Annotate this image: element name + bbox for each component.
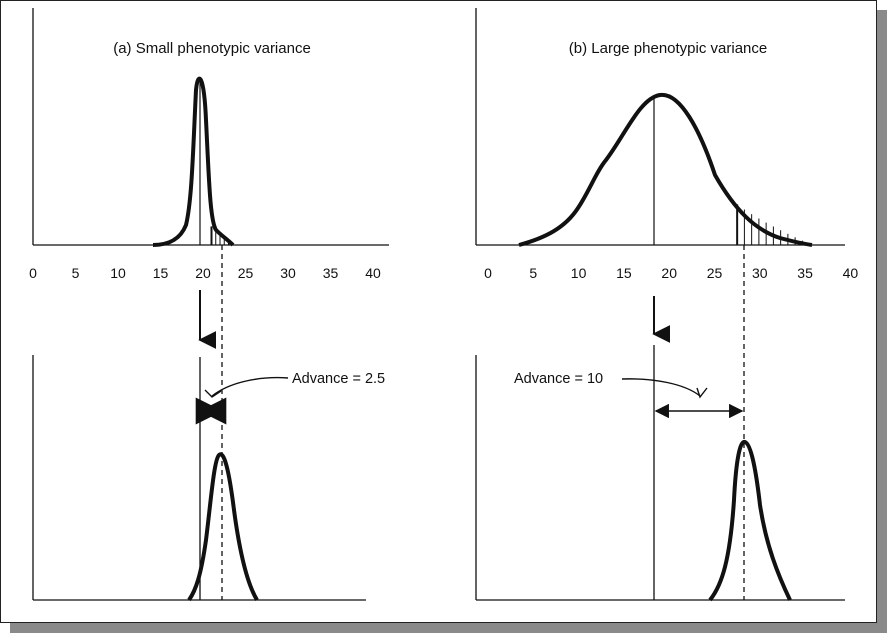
panel-a-advance-label: Advance = 2.5 bbox=[292, 371, 385, 387]
panel-b-advance-label: Advance = 10 bbox=[514, 371, 603, 387]
panel-a-advance-callout bbox=[211, 376, 289, 397]
panel-a-tick-label: 40 bbox=[365, 265, 381, 281]
panel-b-tick-label: 10 bbox=[571, 265, 587, 281]
panel-b-tick-label: 40 bbox=[843, 265, 859, 281]
panel-b-tick-label: 35 bbox=[797, 265, 813, 281]
panel-a-tick-label: 20 bbox=[195, 265, 211, 281]
panel-b-tick-label: 5 bbox=[529, 265, 537, 281]
panel-a-tick-label: 15 bbox=[153, 265, 169, 281]
panel-b-callout-tip bbox=[696, 387, 708, 399]
panel-b-tick-label: 30 bbox=[752, 265, 768, 281]
panel-b-tick-label: 25 bbox=[707, 265, 723, 281]
panel-a-tick-label: 25 bbox=[238, 265, 254, 281]
panel-a-tick-labels: 0 5 10 15 20 25 30 35 40 bbox=[29, 265, 381, 281]
panel-a-parent-distribution-curve bbox=[152, 76, 235, 247]
panel-b-tick-labels: 0 5 10 15 20 25 30 35 40 bbox=[484, 265, 858, 281]
panel-b-tick-label: 0 bbox=[484, 265, 492, 281]
panel-a-tick-label: 5 bbox=[72, 265, 80, 281]
panel-a-title: (a) Small phenotypic variance bbox=[113, 40, 311, 57]
panel-a-tick-label: 35 bbox=[323, 265, 339, 281]
panel-a-callout-tip bbox=[204, 389, 222, 398]
panel-a-tick-label: 0 bbox=[29, 265, 37, 281]
panel-a-offspring-distribution-curve bbox=[187, 452, 259, 602]
panel-a: (a) Small phenotypic variance 0 5 10 15 20 25… bbox=[29, 8, 389, 602]
panel-b-parent-distribution-curve bbox=[518, 92, 813, 247]
panel-b-advance-callout bbox=[621, 378, 701, 397]
panel-a-tick-label: 30 bbox=[280, 265, 296, 281]
panel-a-tick-label: 10 bbox=[110, 265, 126, 281]
panel-b-title: (b) Large phenotypic variance bbox=[569, 40, 767, 57]
panel-b-tick-label: 20 bbox=[661, 265, 677, 281]
panel-b: (b) Large phenotypic variance 0 5 10 15 20 25… bbox=[475, 8, 858, 602]
panel-b-tick-label: 15 bbox=[616, 265, 632, 281]
panel-b-offspring-distribution-curve bbox=[708, 440, 792, 602]
